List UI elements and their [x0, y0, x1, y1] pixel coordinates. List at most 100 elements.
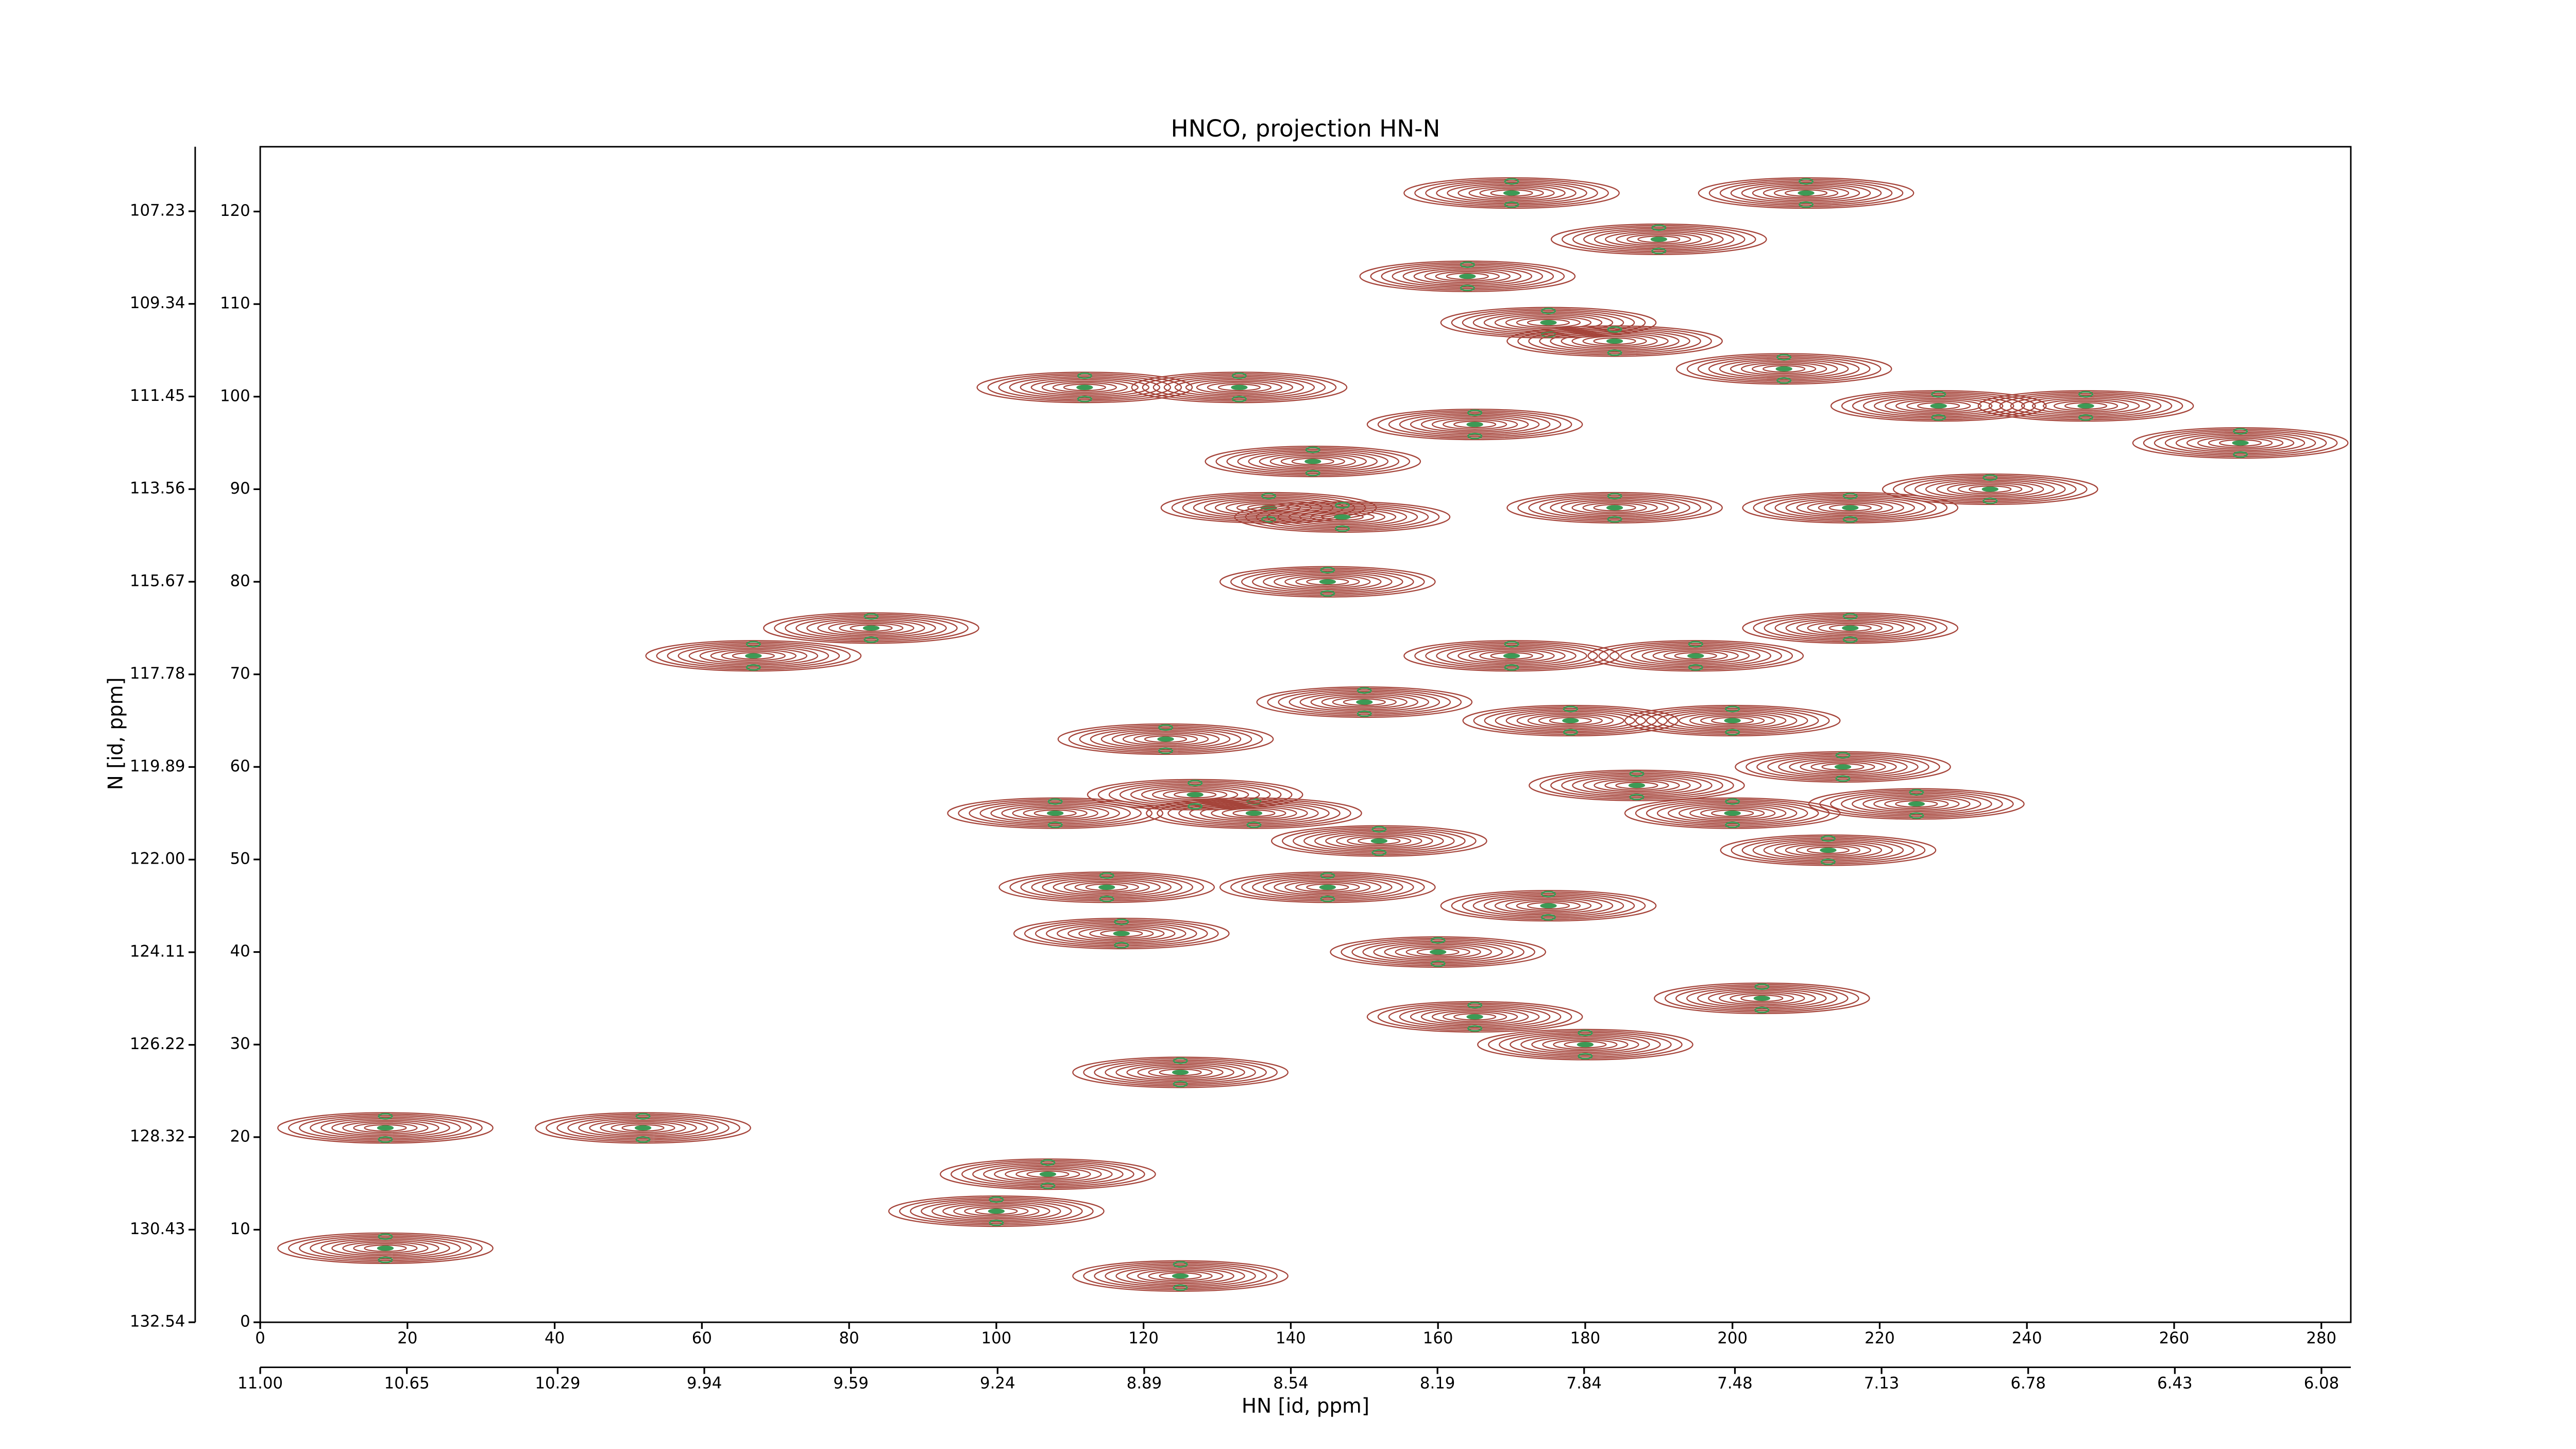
contour-level	[1440, 890, 1657, 922]
contour-level	[2154, 430, 2327, 456]
negative-contour	[1540, 914, 1556, 921]
contour-level	[1252, 875, 1403, 899]
contour-level	[1031, 875, 1182, 899]
negative-contour	[1982, 474, 1998, 481]
y2-tick-label: 113.56	[130, 479, 185, 498]
contour-level	[1720, 834, 1937, 866]
peak-core	[1503, 190, 1520, 196]
negative-contour	[1099, 872, 1114, 879]
contour-level	[1332, 697, 1397, 707]
contour-level	[1773, 188, 1839, 198]
contour-level	[1841, 793, 1992, 815]
negative-contour	[1430, 960, 1446, 967]
negative-contour	[1114, 918, 1129, 925]
contour-level	[1234, 501, 1451, 533]
peak-core	[1606, 505, 1623, 511]
contour-level	[1219, 871, 1436, 903]
contour-level	[1468, 649, 1555, 663]
y-tick-label: 110	[220, 294, 250, 313]
contour-level	[589, 1119, 697, 1136]
contour-level	[1656, 709, 1808, 732]
contour-level	[1053, 879, 1161, 896]
contour-level	[2208, 437, 2273, 448]
negative-contour	[1504, 201, 1519, 208]
contour-level	[850, 624, 893, 632]
contour-level	[1063, 383, 1106, 392]
negative-contour	[635, 1136, 651, 1143]
peak-core	[1231, 384, 1248, 390]
contour-level	[1178, 802, 1330, 824]
peak-core	[1098, 884, 1115, 890]
contour-level	[1295, 576, 1360, 587]
contour-level	[1538, 715, 1603, 726]
contour-level	[1774, 496, 1926, 519]
contour-level	[1700, 807, 1765, 819]
negative-contour	[1334, 525, 1350, 532]
contour-level	[1561, 499, 1669, 516]
contour-level	[1620, 644, 1771, 667]
peak-core	[1724, 718, 1741, 723]
contour-level	[1271, 825, 1487, 857]
contour-level	[1542, 1038, 1629, 1052]
contour-level	[785, 615, 958, 641]
peak-core	[1356, 699, 1373, 705]
negative-contour	[2078, 414, 2094, 421]
contour-level	[1462, 892, 1635, 919]
contour-level	[1752, 184, 1860, 201]
negative-contour	[1540, 890, 1556, 898]
contour-level	[1425, 180, 1598, 206]
contour-level	[1830, 791, 2003, 817]
negative-contour	[1040, 1182, 1056, 1189]
contour-level	[353, 1243, 418, 1254]
contour-level	[1108, 782, 1282, 807]
contour-level	[1484, 707, 1657, 734]
x2-tick-label: 6.78	[2011, 1374, 2046, 1392]
negative-contour	[1246, 821, 1262, 829]
x-tick-label: 180	[1570, 1329, 1601, 1347]
negative-contour	[1357, 687, 1372, 694]
contour-level	[1656, 802, 1808, 824]
negative-contour	[1077, 372, 1092, 379]
contour-level	[1299, 510, 1386, 524]
negative-contour	[1334, 502, 1350, 509]
contour-level	[1001, 805, 1109, 822]
x2-tick-label: 10.65	[384, 1374, 430, 1392]
contour-level	[1762, 186, 1850, 200]
peak-core	[1466, 422, 1483, 427]
contour-level	[1571, 501, 1658, 515]
contour-level	[1882, 473, 2098, 505]
contour-level	[1366, 409, 1583, 441]
contour-level	[1906, 400, 1971, 411]
contour-level	[1752, 839, 1904, 862]
peak-core	[1628, 783, 1646, 788]
contour-level	[1527, 714, 1614, 728]
y2-tick-label: 111.45	[130, 386, 185, 405]
negative-contour	[1820, 858, 1836, 866]
contour-level	[1873, 797, 1960, 811]
negative-contour	[1467, 409, 1483, 416]
contour-level	[1549, 717, 1592, 724]
peak-core	[1577, 1042, 1594, 1048]
negative-contour	[1931, 391, 1946, 398]
contour-level	[1742, 492, 1959, 524]
contour-level	[1689, 714, 1776, 728]
contour-level	[2186, 434, 2295, 451]
contour-level	[975, 1207, 1018, 1215]
contour-level	[1131, 372, 1348, 403]
negative-contour	[1842, 613, 1858, 620]
contour-level	[1999, 393, 2173, 419]
negative-contour	[1776, 377, 1792, 384]
contour-level	[1152, 788, 1239, 802]
x-tick-label: 140	[1276, 1329, 1306, 1347]
contour-level	[1366, 1001, 1583, 1033]
peak-core	[1834, 764, 1852, 770]
y-tick-label: 90	[230, 479, 250, 498]
x2-tick-label: 9.59	[833, 1374, 868, 1392]
contour-level	[1399, 413, 1551, 436]
contour-level	[1885, 397, 1993, 414]
contour-level	[1241, 874, 1414, 900]
contour-level	[1431, 1010, 1518, 1024]
contour-level	[921, 1200, 1072, 1223]
contour-level	[1035, 920, 1208, 947]
negative-contour	[378, 1233, 393, 1240]
